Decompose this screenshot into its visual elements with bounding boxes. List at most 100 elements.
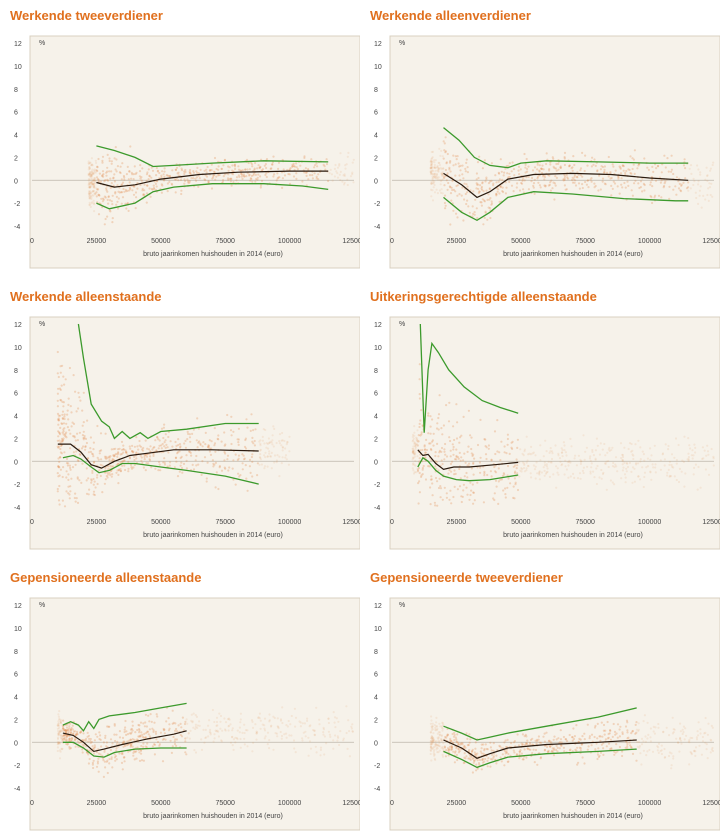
scatter-point (188, 172, 191, 175)
scatter-point (496, 450, 499, 453)
scatter-point (436, 725, 439, 728)
scatter-point (672, 728, 675, 731)
scatter-point (677, 480, 681, 484)
scatter-point (446, 152, 449, 156)
scatter-point (105, 741, 108, 744)
scatter-point (92, 493, 95, 496)
scatter-point (94, 171, 97, 174)
scatter-point (66, 728, 69, 731)
scatter-point (501, 178, 504, 181)
scatter-point (466, 464, 469, 467)
scatter-point (258, 166, 261, 169)
scatter-point (451, 460, 454, 463)
scatter-point (642, 749, 645, 752)
scatter-point (348, 755, 351, 758)
scatter-point (621, 186, 624, 189)
scatter-point (527, 465, 530, 468)
scatter-point (74, 492, 77, 495)
scatter-point (540, 171, 544, 175)
scatter-point (121, 460, 124, 463)
scatter-point (87, 168, 90, 171)
scatter-point (57, 465, 60, 468)
scatter-point (292, 164, 295, 168)
scatter-point (289, 167, 292, 170)
scatter-point (87, 477, 90, 480)
scatter-point (140, 752, 143, 755)
scatter-point (88, 173, 91, 176)
scatter-point (438, 451, 441, 454)
scatter-point (212, 176, 215, 179)
scatter-point (520, 181, 523, 185)
scatter-point (87, 172, 90, 175)
scatter-point (478, 461, 481, 464)
scatter-point (431, 738, 434, 741)
scatter-point (599, 188, 602, 191)
scatter-point (610, 176, 613, 180)
scatter-point (203, 741, 206, 744)
scatter-point (512, 485, 515, 488)
scatter-point (148, 735, 151, 738)
scatter-point (62, 433, 65, 436)
scatter-point (708, 182, 711, 185)
scatter-point (197, 463, 200, 466)
scatter-point (414, 443, 417, 446)
y-tick-label: 6 (14, 391, 18, 398)
scatter-point (608, 748, 612, 751)
scatter-point (700, 753, 703, 756)
scatter-point (437, 455, 440, 458)
scatter-point (72, 733, 75, 736)
scatter-point (245, 418, 248, 421)
scatter-point (93, 169, 96, 172)
scatter-point (432, 181, 435, 184)
scatter-point (624, 746, 627, 749)
scatter-point (196, 724, 199, 727)
scatter-point (504, 739, 507, 742)
scatter-point (87, 173, 90, 176)
scatter-point (317, 178, 320, 181)
scatter-point (222, 178, 225, 182)
scatter-point (263, 724, 266, 727)
scatter-point (290, 734, 293, 737)
scatter-point (268, 719, 271, 722)
scatter-point (468, 741, 471, 744)
y-tick-label: 10 (14, 345, 22, 352)
scatter-point (123, 730, 126, 734)
scatter-point (240, 175, 243, 178)
scatter-point (251, 453, 254, 456)
scatter-point (566, 461, 569, 464)
x-tick-label: 100000 (638, 238, 661, 245)
scatter-point (449, 462, 453, 465)
scatter-point (452, 750, 455, 753)
y-tick-label: 4 (14, 414, 18, 421)
scatter-point (518, 750, 521, 753)
scatter-point (92, 483, 95, 486)
scatter-point (65, 457, 69, 460)
scatter-point (120, 202, 123, 205)
scatter-point (453, 469, 456, 472)
scatter-point (687, 181, 690, 184)
scatter-cloud (429, 136, 715, 226)
scatter-point (162, 461, 165, 464)
scatter-point (287, 719, 290, 723)
scatter-point (605, 460, 608, 463)
scatter-point (414, 464, 417, 467)
scatter-point (689, 164, 693, 167)
y-tick-label: 8 (374, 368, 378, 375)
scatter-point (449, 739, 452, 742)
scatter-point (602, 723, 606, 727)
y-tick-label: 10 (14, 626, 22, 633)
scatter-point (329, 735, 332, 738)
scatter-point (412, 449, 415, 452)
scatter-point (652, 725, 655, 728)
scatter-point (78, 453, 81, 456)
scatter-point (110, 459, 113, 463)
scatter-point (101, 491, 104, 494)
scatter-point (158, 744, 161, 747)
scatter-point (128, 181, 131, 184)
scatter-point (512, 496, 515, 499)
scatter-point (513, 497, 516, 500)
scatter-point (444, 136, 447, 139)
scatter-point (681, 459, 684, 462)
scatter-point (163, 423, 166, 426)
scatter-point (492, 497, 495, 500)
